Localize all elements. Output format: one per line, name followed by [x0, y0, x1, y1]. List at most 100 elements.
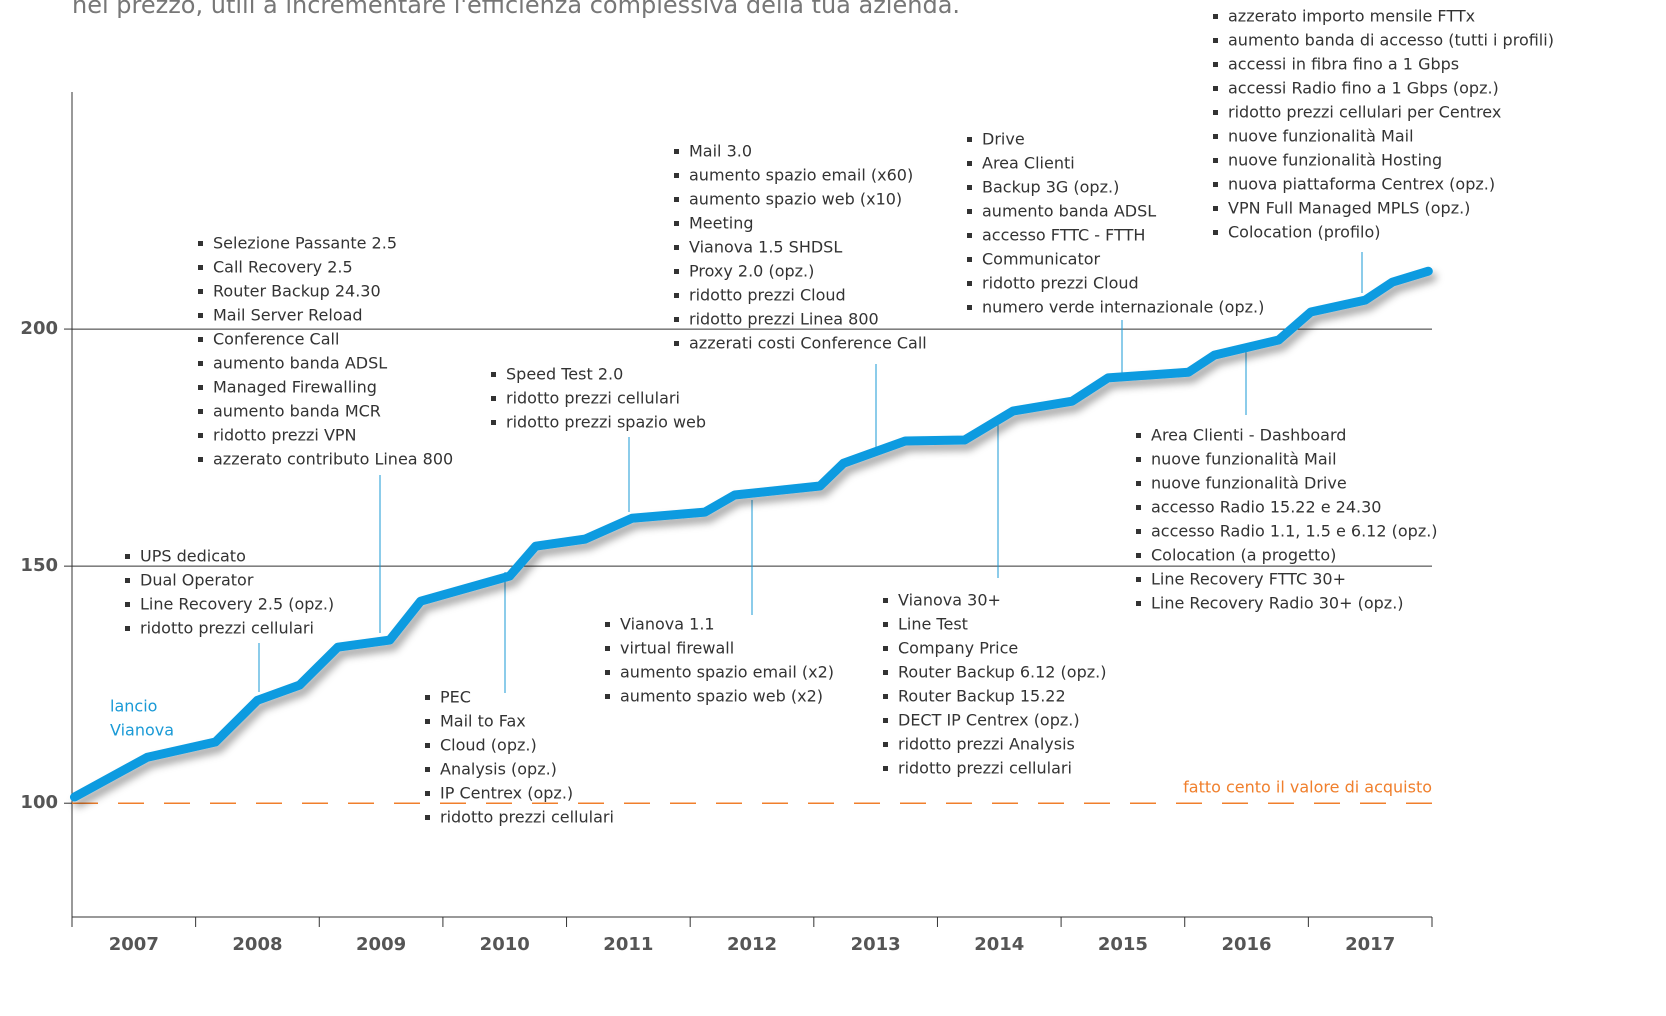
- bullet: [425, 767, 430, 772]
- bullet: [605, 646, 610, 651]
- annotation-item: Managed Firewalling: [213, 378, 377, 397]
- annotation-item: Area Clienti - Dashboard: [1151, 426, 1346, 445]
- bullet: [1213, 182, 1218, 187]
- bullet: [125, 626, 130, 631]
- annotation-item: Mail 3.0: [689, 142, 752, 161]
- bullet: [605, 694, 610, 699]
- annotation-item: nuove funzionalità Mail: [1228, 127, 1414, 146]
- annotation-item: Area Clienti: [982, 154, 1075, 173]
- bullet: [967, 137, 972, 142]
- annotation-item: aumento banda MCR: [213, 402, 381, 421]
- annotation-item: Line Recovery FTTC 30+: [1151, 570, 1346, 589]
- bullet: [1213, 86, 1218, 91]
- subtitle: nel prezzo, utili a incrementare l'effic…: [72, 0, 960, 19]
- bullet: [967, 281, 972, 286]
- annotation-item: PEC: [440, 688, 471, 707]
- bullet: [198, 241, 203, 246]
- x-tick-label: 2017: [1345, 934, 1395, 955]
- x-tick-label: 2009: [356, 934, 406, 955]
- bullet: [605, 670, 610, 675]
- annotation-item: azzerato importo mensile FTTx: [1228, 7, 1475, 26]
- annotation-item: ridotto prezzi VPN: [213, 426, 357, 445]
- x-tick-label: 2016: [1221, 934, 1271, 955]
- bullet: [674, 317, 679, 322]
- y-tick-label: 100: [20, 792, 58, 813]
- bullet: [1213, 230, 1218, 235]
- bullet: [1136, 505, 1141, 510]
- bullet: [198, 457, 203, 462]
- annotation-item: aumento spazio email (x60): [689, 166, 913, 185]
- reference-label: fatto cento il valore di acquisto: [1183, 778, 1432, 797]
- bullet: [1213, 110, 1218, 115]
- annotation-item: Backup 3G (opz.): [982, 178, 1119, 197]
- annotation-item: Router Backup 24.30: [213, 282, 381, 301]
- annotation-item: ridotto prezzi cellulari: [140, 619, 314, 638]
- x-tick-label: 2013: [851, 934, 901, 955]
- chart: nel prezzo, utili a incrementare l'effic…: [0, 0, 1666, 1016]
- annotation-item: ridotto prezzi cellulari: [898, 759, 1072, 778]
- x-tick-label: 2011: [603, 934, 653, 955]
- x-tick-label: 2008: [232, 934, 282, 955]
- bullet: [967, 233, 972, 238]
- annotation-item: aumento spazio email (x2): [620, 663, 834, 682]
- annotation-item: Colocation (a progetto): [1151, 546, 1336, 565]
- bullet: [967, 257, 972, 262]
- annotation-item: ridotto prezzi Cloud: [689, 286, 846, 305]
- x-tick-label: 2014: [974, 934, 1024, 955]
- bullet: [1213, 158, 1218, 163]
- bullet: [125, 602, 130, 607]
- annotation-item: nuova piattaforma Centrex (opz.): [1228, 175, 1495, 194]
- bullet: [425, 719, 430, 724]
- annotation-item: nuove funzionalità Drive: [1151, 474, 1347, 493]
- annotation-item: ridotto prezzi cellulari per Centrex: [1228, 103, 1501, 122]
- bullet: [198, 313, 203, 318]
- bullet: [1213, 38, 1218, 43]
- y-tick-label: 150: [20, 555, 58, 576]
- bullet: [198, 361, 203, 366]
- x-tick-label: 2012: [727, 934, 777, 955]
- bullet: [198, 337, 203, 342]
- annotation-item: azzerati costi Conference Call: [689, 334, 927, 353]
- annotation-item: Vianova: [110, 721, 174, 740]
- annotation-item: ridotto prezzi Cloud: [982, 274, 1139, 293]
- annotation-item: Vianova 1.1: [620, 615, 715, 634]
- bullet: [198, 409, 203, 414]
- annotation-item: Line Recovery 2.5 (opz.): [140, 595, 334, 614]
- bullet: [125, 554, 130, 559]
- annotation-item: Router Backup 6.12 (opz.): [898, 663, 1106, 682]
- bullet: [883, 766, 888, 771]
- bullet: [967, 185, 972, 190]
- annotation-item: nuove funzionalità Hosting: [1228, 151, 1442, 170]
- annotation-item: accesso Radio 1.1, 1.5 e 6.12 (opz.): [1151, 522, 1438, 541]
- annotation-item: Analysis (opz.): [440, 760, 557, 779]
- x-tick-label: 2010: [480, 934, 530, 955]
- annotation-item: aumento spazio web (x10): [689, 190, 902, 209]
- bullet: [1213, 62, 1218, 67]
- annotation-item: Cloud (opz.): [440, 736, 537, 755]
- bullet: [198, 265, 203, 270]
- annotation-item: Communicator: [982, 250, 1101, 269]
- annotation-item: Router Backup 15.22: [898, 687, 1066, 706]
- bullet: [674, 149, 679, 154]
- page: nel prezzo, utili a incrementare l'effic…: [0, 0, 1666, 1016]
- bullet: [1213, 206, 1218, 211]
- annotation-item: Line Test: [898, 615, 968, 634]
- bullet: [1136, 529, 1141, 534]
- bullet: [1136, 577, 1141, 582]
- annotation-item: VPN Full Managed MPLS (opz.): [1228, 199, 1470, 218]
- bullet: [425, 791, 430, 796]
- annotation-item: Vianova 30+: [898, 591, 1001, 610]
- x-tick-label: 2015: [1098, 934, 1148, 955]
- bullet: [491, 372, 496, 377]
- bullet: [967, 209, 972, 214]
- annotation-item: Proxy 2.0 (opz.): [689, 262, 814, 281]
- annotation-item: IP Centrex (opz.): [440, 784, 573, 803]
- annotation-item: aumento spazio web (x2): [620, 687, 823, 706]
- bullet: [1136, 553, 1141, 558]
- bullet: [674, 293, 679, 298]
- annotation-item: accessi in fibra fino a 1 Gbps: [1228, 55, 1459, 74]
- bullet: [1213, 134, 1218, 139]
- bullet: [1213, 14, 1218, 19]
- bullet: [674, 197, 679, 202]
- annotation-item: Mail Server Reload: [213, 306, 363, 325]
